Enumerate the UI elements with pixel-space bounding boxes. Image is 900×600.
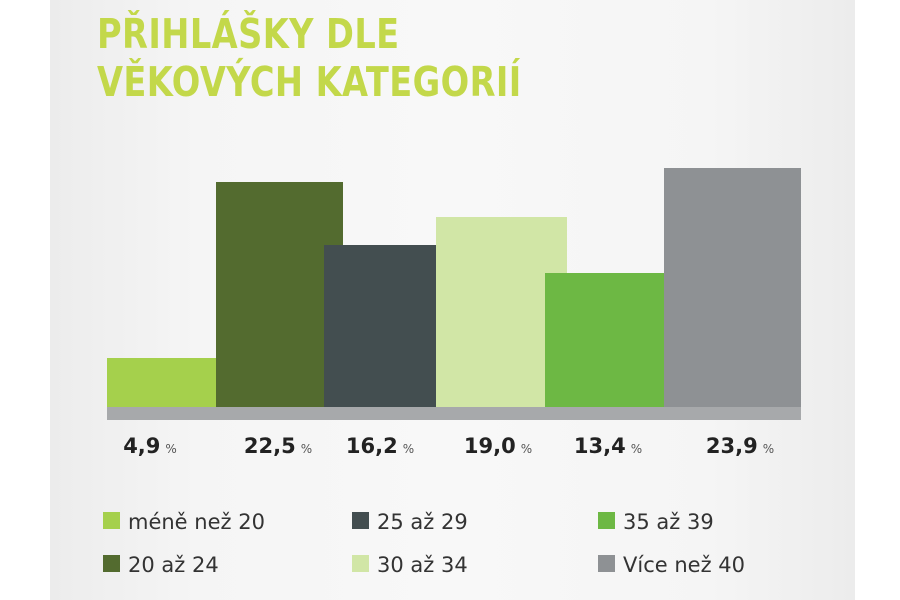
chart-title-line-2: VĚKOVÝCH KATEGORIÍ	[97, 58, 522, 106]
legend-label: 35 až 39	[623, 510, 714, 534]
legend-label: 25 až 29	[377, 510, 468, 534]
legend-label: 20 až 24	[128, 553, 219, 577]
legend-label: méně než 20	[128, 510, 265, 534]
legend-item-5: 35 až 39	[598, 510, 714, 534]
bar-6	[664, 168, 801, 407]
legend-swatch	[598, 512, 615, 529]
legend-swatch	[598, 555, 615, 572]
bar-2	[216, 182, 343, 407]
value-number: 19,0	[464, 434, 516, 458]
value-label-1: 4,9%	[123, 434, 177, 458]
value-unit: %	[521, 442, 532, 456]
bar-5	[545, 273, 664, 407]
legend-item-6: Více než 40	[598, 553, 745, 577]
legend-swatch	[103, 555, 120, 572]
chart-baseline	[107, 407, 801, 420]
legend-swatch	[352, 555, 369, 572]
legend-item-3: 25 až 29	[352, 510, 468, 534]
value-unit: %	[165, 442, 176, 456]
value-number: 13,4	[574, 434, 626, 458]
bar-3	[324, 245, 436, 407]
value-label-4: 19,0%	[464, 434, 532, 458]
legend-swatch	[352, 512, 369, 529]
value-label-6: 23,9%	[706, 434, 774, 458]
value-label-5: 13,4%	[574, 434, 642, 458]
value-unit: %	[301, 442, 312, 456]
legend-label: 30 až 34	[377, 553, 468, 577]
legend-item-4: 30 až 34	[352, 553, 468, 577]
value-label-3: 16,2%	[346, 434, 414, 458]
legend-label: Více než 40	[623, 553, 745, 577]
bar-1	[107, 358, 216, 407]
bar-group	[107, 168, 801, 407]
chart-title: PŘIHLÁŠKY DLE VĚKOVÝCH KATEGORIÍ	[97, 10, 522, 106]
value-unit: %	[763, 442, 774, 456]
legend-item-2: 20 až 24	[103, 553, 219, 577]
value-number: 4,9	[123, 434, 160, 458]
value-unit: %	[631, 442, 642, 456]
legend: méně než 20 20 až 24 25 až 29 30 až 34 35 až…	[103, 510, 745, 577]
value-unit: %	[403, 442, 414, 456]
value-label-2: 22,5%	[244, 434, 312, 458]
legend-swatch	[103, 512, 120, 529]
chart-title-line-1: PŘIHLÁŠKY DLE	[97, 10, 400, 58]
value-number: 22,5	[244, 434, 296, 458]
legend-item-1: méně než 20	[103, 510, 265, 534]
value-number: 23,9	[706, 434, 758, 458]
value-label-group: 4,9% 22,5% 16,2% 19,0% 13,4% 23,9%	[123, 434, 774, 458]
value-number: 16,2	[346, 434, 398, 458]
